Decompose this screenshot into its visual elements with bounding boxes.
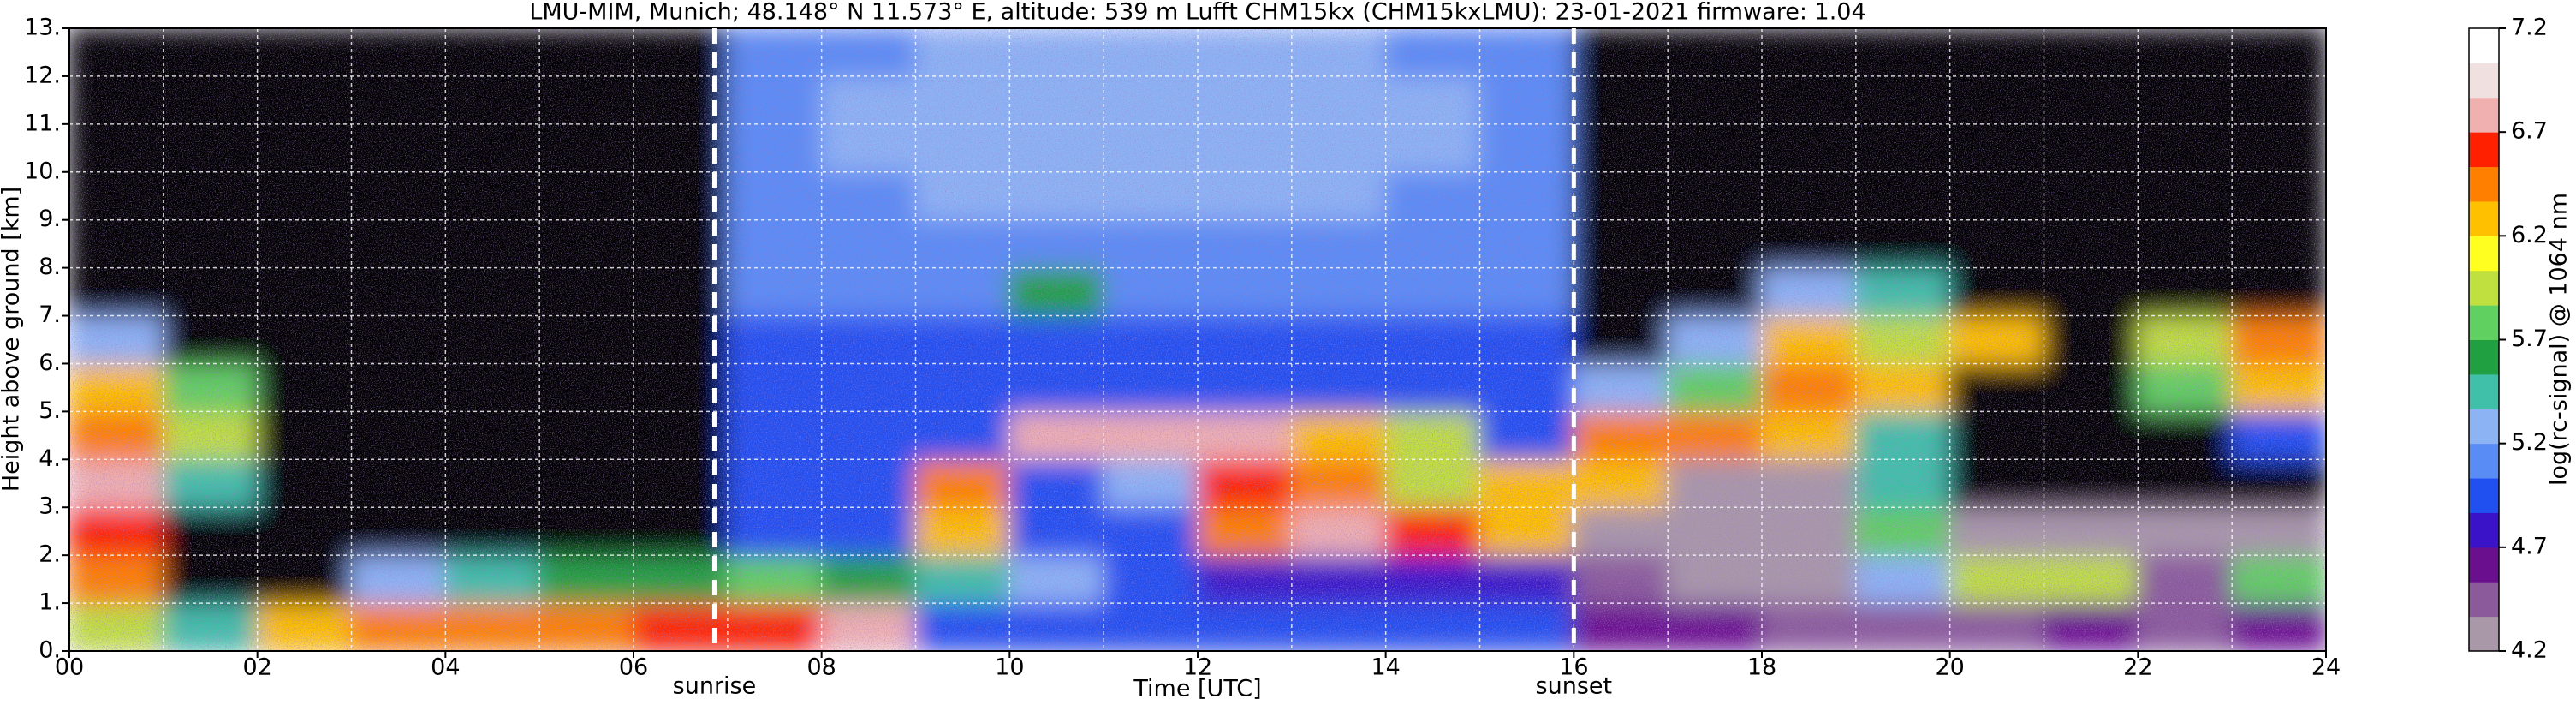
colorbar-tick-label: 5.2 <box>2511 429 2548 456</box>
y-axis-label: Height above ground [km] <box>0 187 25 492</box>
x-axis-label: Time [UTC] <box>1133 676 1261 702</box>
x-tick-label: 06 <box>619 654 648 681</box>
colorbar-swatch <box>2469 132 2499 168</box>
y-tick-label: 2. <box>39 541 61 568</box>
x-tick-label: 16 <box>1559 654 1588 681</box>
x-tick-label: 04 <box>431 654 460 681</box>
y-tick-label: 4. <box>39 445 61 472</box>
x-tick-label: 24 <box>2311 654 2341 681</box>
y-tick-label: 6. <box>39 350 61 376</box>
x-tick-label: 18 <box>1747 654 1776 681</box>
colorbar-swatch <box>2469 97 2499 133</box>
colorbar-tick-label: 4.2 <box>2511 637 2548 664</box>
colorbar-swatch <box>2469 236 2499 272</box>
colorbar-swatch <box>2469 166 2499 202</box>
colorbar-swatch <box>2469 28 2499 63</box>
y-tick-label: 9. <box>39 206 61 232</box>
colorbar-tick-label: 5.7 <box>2511 326 2548 352</box>
y-tick-label: 10. <box>24 158 61 184</box>
y-tick-label: 8. <box>39 254 61 280</box>
colorbar-tick-label: 6.7 <box>2511 118 2548 145</box>
colorbar-tick-label: 7.2 <box>2511 15 2548 41</box>
colorbar-swatch <box>2469 512 2499 548</box>
chart-title: LMU-MIM, Munich; 48.148° N 11.573° E, al… <box>529 0 1865 26</box>
colorbar-swatch <box>2469 339 2499 375</box>
colorbar-swatch <box>2469 478 2499 513</box>
x-tick-label: 20 <box>1935 654 1964 681</box>
colorbar-swatch <box>2469 547 2499 583</box>
y-tick-label: 5. <box>39 397 61 424</box>
x-tick-label: 10 <box>995 654 1024 681</box>
y-tick-label: 3. <box>39 493 61 520</box>
colorbar-swatch <box>2469 582 2499 618</box>
colorbar-tick-label: 6.2 <box>2511 222 2548 248</box>
y-tick-label: 11. <box>24 110 61 136</box>
x-tick-label: 00 <box>55 654 84 681</box>
y-tick-label: 13. <box>24 15 61 41</box>
y-tick-label: 12. <box>24 62 61 88</box>
y-tick-label: 7. <box>39 302 61 328</box>
x-tick-label: 22 <box>2123 654 2152 681</box>
colorbar-tick-label: 4.7 <box>2511 533 2548 559</box>
colorbar-swatch <box>2469 373 2499 409</box>
colorbar-swatch <box>2469 305 2499 340</box>
colorbar-swatch <box>2469 200 2499 236</box>
x-tick-label: 12 <box>1183 654 1212 681</box>
x-tick-label: 02 <box>242 654 271 681</box>
annotation-label: sunrise <box>673 673 757 700</box>
colorbar-swatch <box>2469 63 2499 99</box>
colorbar-swatch <box>2469 270 2499 306</box>
plot-frame <box>68 27 2327 652</box>
x-tick-label: 14 <box>1371 654 1400 681</box>
colorbar-swatch <box>2469 409 2499 445</box>
annotation-label: sunset <box>1536 673 1613 700</box>
axes: 00 02 04 06 08 10 12 14 16 18 20 22 24 0. 1. 2. 3. 4. 5. 6.… <box>24 15 2548 700</box>
x-tick-label: 08 <box>806 654 836 681</box>
colorbar-label: log(rc-signal) @ 1064 nm <box>2546 193 2573 486</box>
colorbar-swatch <box>2469 443 2499 479</box>
colorbar-swatch <box>2469 616 2499 652</box>
y-tick-label: 1. <box>39 589 61 616</box>
y-tick-label: 0. <box>39 637 61 664</box>
